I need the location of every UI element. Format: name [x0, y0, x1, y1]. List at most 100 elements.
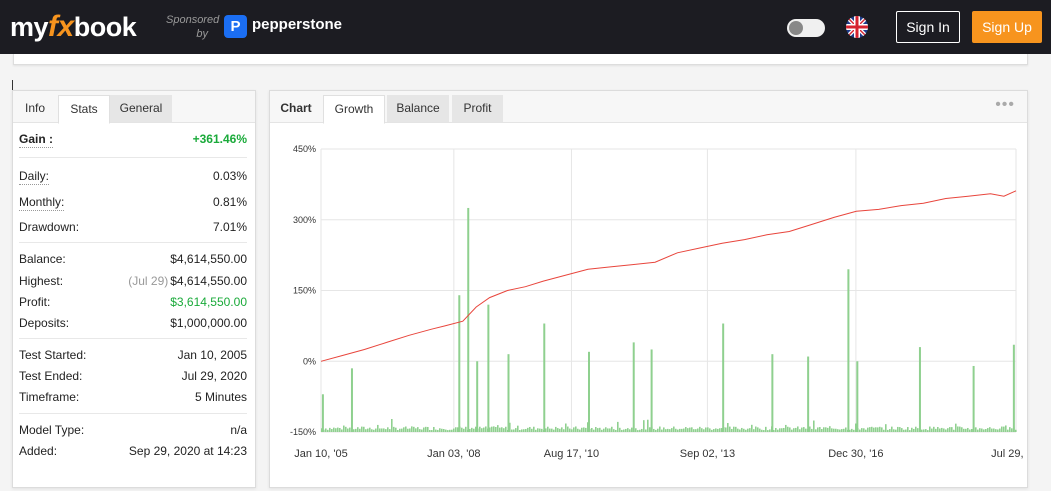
noise-bar	[659, 426, 661, 432]
theme-toggle[interactable]	[787, 19, 825, 37]
noise-bar	[581, 427, 583, 432]
more-dots-icon[interactable]: •••	[995, 96, 1015, 113]
noise-bar	[817, 427, 819, 432]
timeframe-row: Timeframe: 5 Minutes	[19, 389, 247, 405]
noise-bar	[341, 429, 343, 432]
test-ended-label: Test Ended:	[19, 369, 83, 383]
spike-bar	[321, 394, 324, 432]
spike-bar	[476, 361, 479, 432]
y-tick-label: 300%	[293, 215, 316, 225]
pepperstone-logo-icon[interactable]: P	[224, 15, 247, 38]
tab-balance[interactable]: Balance	[387, 95, 449, 122]
noise-bar	[327, 429, 329, 432]
noise-bar	[521, 429, 523, 432]
noise-bar	[753, 429, 755, 432]
noise-bar	[349, 427, 351, 432]
noise-bar	[921, 429, 923, 432]
noise-bar	[335, 428, 337, 432]
noise-bar	[945, 429, 947, 432]
myfxbook-logo[interactable]: myfxbook	[10, 10, 137, 43]
noise-bar	[555, 426, 557, 432]
tab-stats[interactable]: Stats	[58, 95, 110, 124]
growth-chart[interactable]: 450% 300% 150% 0% -150% Jan 10, '05 Jan 03, '0…	[270, 123, 1025, 485]
noise-bar	[777, 429, 779, 432]
noise-bar	[433, 426, 435, 432]
noise-bar	[471, 427, 473, 432]
noise-bar	[515, 428, 517, 432]
noise-bar	[981, 428, 983, 432]
noise-bar	[785, 424, 787, 432]
noise-bar	[369, 427, 371, 432]
noise-bar	[485, 426, 487, 432]
noise-bar	[437, 429, 439, 432]
noise-bar	[537, 428, 539, 432]
tab-profit[interactable]: Profit	[452, 95, 503, 122]
noise-bar	[947, 428, 949, 432]
noise-bar	[965, 428, 967, 432]
spike-bar	[972, 365, 975, 432]
tab-growth[interactable]: Growth	[323, 95, 385, 124]
noise-bar	[365, 429, 367, 432]
noise-bar	[729, 426, 731, 432]
y-tick-label: 150%	[293, 286, 316, 296]
noise-bar	[629, 429, 631, 432]
noise-bar	[951, 427, 953, 432]
noise-bar	[707, 427, 709, 432]
noise-bar	[345, 426, 347, 432]
daily-label[interactable]: Daily:	[19, 169, 50, 185]
added-label: Added:	[19, 444, 58, 458]
noise-bar	[561, 427, 563, 432]
noise-bar	[647, 419, 649, 432]
noise-bar	[481, 428, 483, 432]
spike-bar	[918, 347, 921, 432]
noise-bar	[333, 427, 335, 432]
chart-label: Chart	[280, 101, 312, 115]
sign-in-button[interactable]: Sign In	[896, 11, 960, 43]
noise-bar	[389, 429, 391, 432]
spike-bar	[650, 349, 653, 432]
noise-bar	[869, 427, 871, 432]
highest-value: (Jul 29) $4,614,550.00	[128, 273, 247, 289]
noise-bar	[893, 429, 895, 432]
tab-info[interactable]: Info	[24, 101, 45, 115]
noise-bar	[877, 427, 879, 432]
noise-bar	[579, 429, 581, 432]
noise-bar	[903, 429, 905, 432]
noise-bar	[645, 429, 647, 432]
noise-bar	[591, 428, 593, 432]
noise-bar	[721, 428, 723, 432]
noise-bar	[789, 427, 791, 432]
noise-bar	[479, 426, 481, 432]
noise-bar	[601, 429, 603, 432]
noise-bar	[557, 428, 559, 432]
noise-bar	[347, 428, 349, 432]
noise-bar	[845, 427, 847, 432]
noise-bar	[791, 429, 793, 432]
noise-bar	[385, 429, 387, 432]
tab-general[interactable]: General	[110, 95, 172, 122]
sign-up-button[interactable]: Sign Up	[972, 11, 1042, 43]
noise-bar	[841, 429, 843, 432]
noise-bar	[1007, 429, 1009, 432]
noise-bar	[523, 429, 525, 432]
noise-bar	[897, 426, 899, 432]
noise-bar	[639, 429, 641, 432]
noise-bar	[413, 426, 415, 432]
monthly-label[interactable]: Monthly:	[19, 195, 65, 211]
balance-row: Balance: $4,614,550.00	[19, 251, 247, 267]
uk-flag-icon[interactable]	[846, 16, 868, 38]
noise-bar	[975, 427, 977, 432]
noise-bar	[623, 429, 625, 432]
noise-bar	[715, 428, 717, 432]
noise-bar	[879, 426, 881, 432]
noise-bar	[673, 426, 675, 432]
noise-bar	[855, 423, 857, 432]
noise-bar	[373, 429, 375, 432]
noise-bar	[699, 426, 701, 432]
x-tick-label: Dec 30, '16	[828, 448, 883, 460]
noise-bar	[519, 429, 521, 432]
noise-bar	[915, 426, 917, 432]
noise-bar	[843, 428, 845, 432]
pepperstone-name[interactable]: pepperstone	[252, 16, 343, 33]
gain-label[interactable]: Gain :	[19, 132, 54, 148]
